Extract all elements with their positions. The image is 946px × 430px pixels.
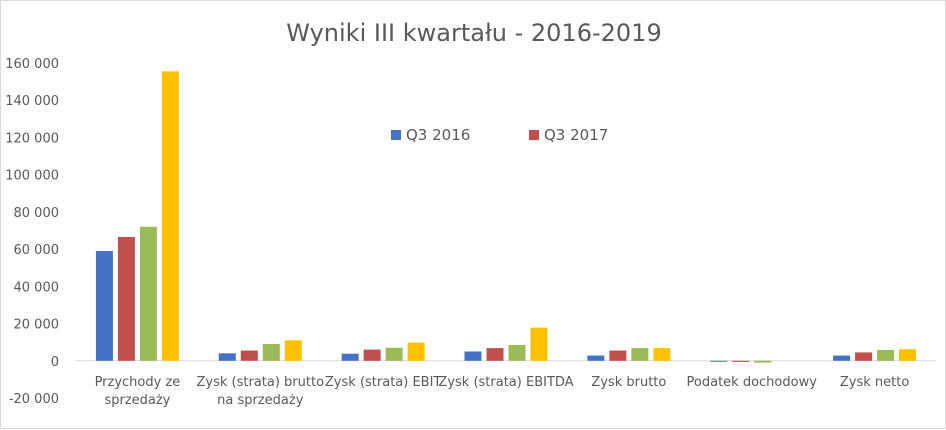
bar	[117, 237, 135, 361]
category-label: Podatek dochodowy	[687, 375, 818, 390]
bar	[899, 349, 917, 361]
bar	[486, 348, 504, 361]
category-label: Zysk (strata) EBITDA	[438, 375, 573, 390]
bar	[631, 348, 649, 361]
bar	[284, 340, 302, 361]
chart-title: Wyniki III kwartału - 2016-2019	[286, 19, 662, 47]
bar	[262, 344, 280, 361]
legend-swatch	[529, 130, 539, 140]
y-tick-label: 20 000	[14, 318, 60, 333]
bar	[732, 360, 750, 362]
y-tick-label: 60 000	[14, 243, 60, 258]
legend-label: Q3 2016	[406, 126, 470, 144]
y-tick-label: 160 000	[5, 57, 59, 72]
bar	[341, 353, 359, 361]
y-tick-label: 80 000	[14, 206, 60, 221]
bar	[161, 71, 179, 361]
bar	[139, 226, 157, 361]
bar	[710, 360, 728, 362]
legend-swatch	[391, 130, 401, 140]
bar	[653, 348, 671, 361]
bar	[609, 350, 627, 361]
category-label: Zysk brutto	[591, 375, 666, 390]
y-tick-label: 40 000	[14, 280, 60, 295]
bar	[385, 347, 403, 361]
bar	[95, 250, 113, 361]
y-tick-label: -20 000	[9, 392, 59, 407]
category-label: na sprzedaży	[217, 393, 304, 408]
bar	[508, 344, 526, 361]
bar	[530, 327, 548, 361]
y-tick-label: 120 000	[5, 131, 59, 146]
bar	[754, 360, 772, 363]
category-label: Przychody ze	[95, 375, 181, 390]
bar	[877, 349, 895, 361]
bar	[218, 353, 236, 361]
bar	[464, 351, 482, 361]
bar	[833, 355, 851, 361]
y-tick-label: 140 000	[5, 94, 59, 109]
bar	[363, 349, 381, 361]
bar	[855, 352, 873, 361]
y-tick-label: 0	[51, 355, 59, 370]
y-tick-label: 100 000	[5, 169, 59, 184]
category-label: Zysk netto	[840, 375, 909, 390]
bar	[587, 355, 605, 361]
category-label: sprzedaży	[104, 393, 170, 408]
category-label: Zysk (strata) EBIT	[325, 375, 442, 390]
category-label: Zysk (strata) brutto	[197, 375, 325, 390]
bar	[407, 342, 425, 361]
legend-label: Q3 2017	[544, 126, 608, 144]
bar	[240, 350, 258, 361]
